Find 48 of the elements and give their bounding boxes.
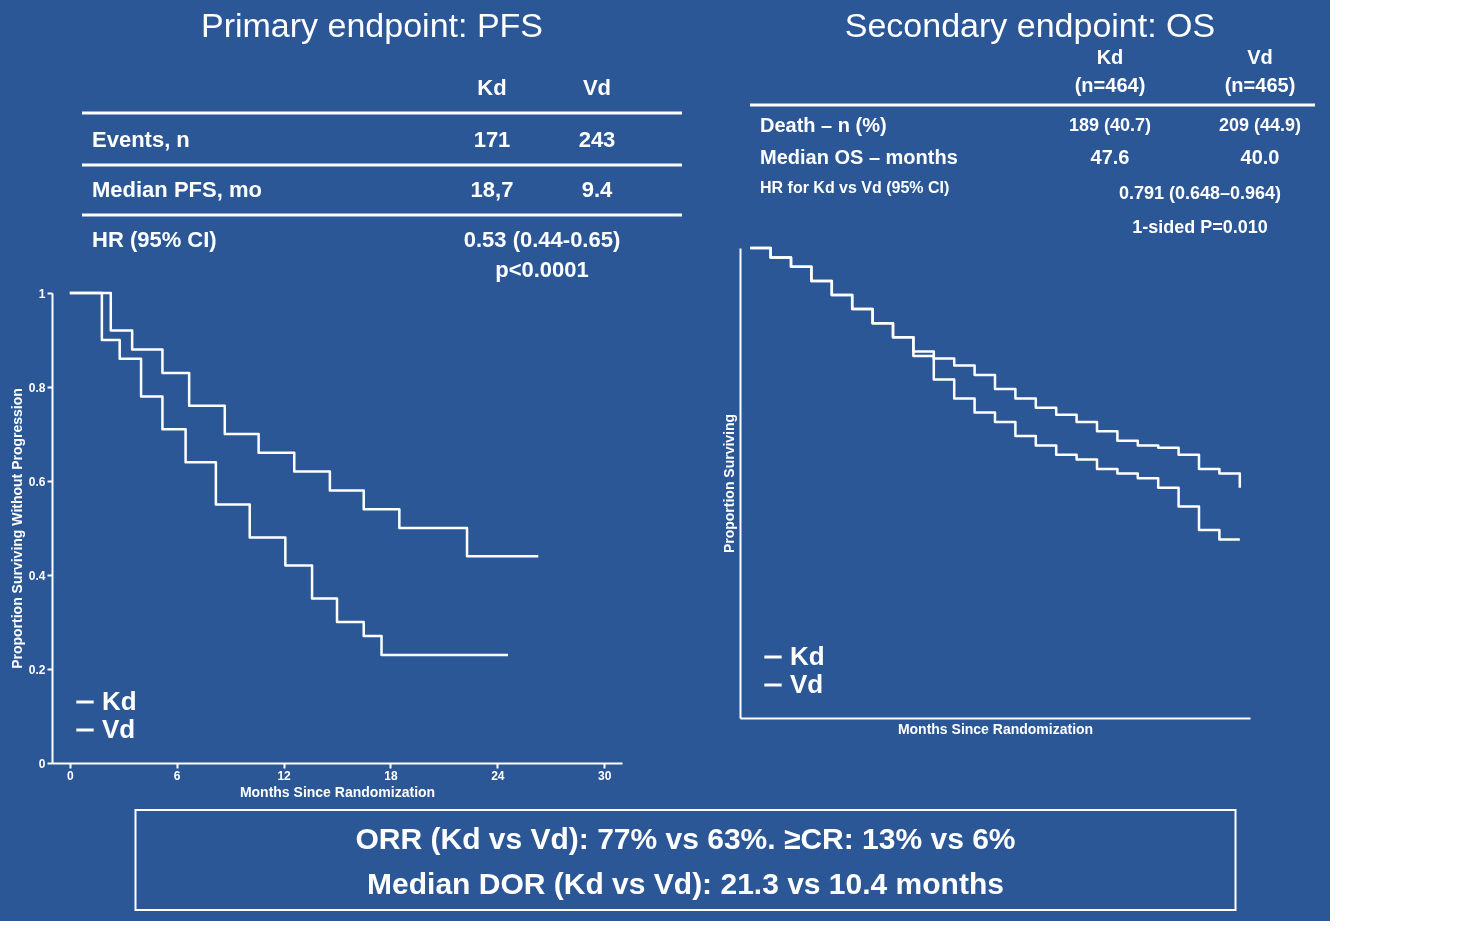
text: 171 — [473, 127, 511, 152]
text: p<0.0001 — [495, 257, 589, 282]
text: (n=464) — [1074, 74, 1146, 96]
y-tick-label: 0 — [38, 756, 46, 771]
text: 18,7 — [470, 177, 514, 202]
x-tick-label: 30 — [598, 768, 612, 783]
y-tick-label: 0.2 — [28, 662, 46, 677]
y-axis-title: Proportion Surviving Without Progression — [8, 388, 25, 669]
text: ORR (Kd vs Vd): 77% vs 63%. ≥CR: 13% vs 6% — [355, 822, 1016, 855]
text: 40.0 — [1240, 146, 1280, 168]
text: Median DOR (Kd vs Vd): 21.3 vs 10.4 months — [367, 867, 1004, 900]
text: Vd — [1247, 46, 1273, 68]
text: (n=465) — [1224, 74, 1296, 96]
y-axis-title: Proportion Surviving — [720, 413, 737, 554]
legend-label: Kd — [790, 641, 825, 671]
chart-title: Secondary endpoint: OS — [844, 6, 1216, 44]
legend-label: Vd — [102, 714, 136, 744]
text: Median OS – months — [760, 146, 958, 168]
text: Median PFS, mo — [92, 177, 262, 202]
text: 0.53 (0.44-0.65) — [463, 227, 621, 252]
text: HR (95% CI) — [92, 227, 217, 252]
text: 189 (40.7) — [1068, 115, 1152, 135]
y-tick-label: 0.6 — [28, 474, 46, 489]
x-tick-label: 24 — [491, 768, 505, 783]
y-tick-label: 0.4 — [28, 568, 46, 583]
chart-title: Primary endpoint: PFS — [200, 6, 544, 44]
text: Kd — [1096, 46, 1124, 68]
text: 0.791 (0.648–0.964) — [1118, 183, 1282, 203]
y-tick-label: 1 — [38, 286, 46, 301]
x-axis-title: Months Since Randomization — [239, 783, 436, 800]
text: Vd — [582, 75, 612, 100]
x-axis-title: Months Since Randomization — [897, 720, 1094, 737]
text: 1-sided P=0.010 — [1132, 217, 1268, 237]
text: 47.6 — [1090, 146, 1130, 168]
x-tick-label: 6 — [173, 768, 181, 783]
y-tick-label: 0.8 — [28, 380, 46, 395]
text: 209 (44.9) — [1218, 115, 1302, 135]
legend-label: Vd — [790, 669, 824, 699]
text: Kd — [477, 75, 507, 100]
x-tick-label: 12 — [277, 768, 292, 783]
text: HR for Kd vs Vd (95% CI) — [760, 179, 950, 196]
text: 243 — [578, 127, 616, 152]
x-tick-label: 0 — [66, 768, 74, 783]
x-tick-label: 18 — [384, 768, 398, 783]
text: Death – n (%) — [760, 114, 887, 136]
legend-label: Kd — [102, 686, 137, 716]
text: Events, n — [92, 127, 190, 152]
text: 9.4 — [581, 177, 614, 202]
